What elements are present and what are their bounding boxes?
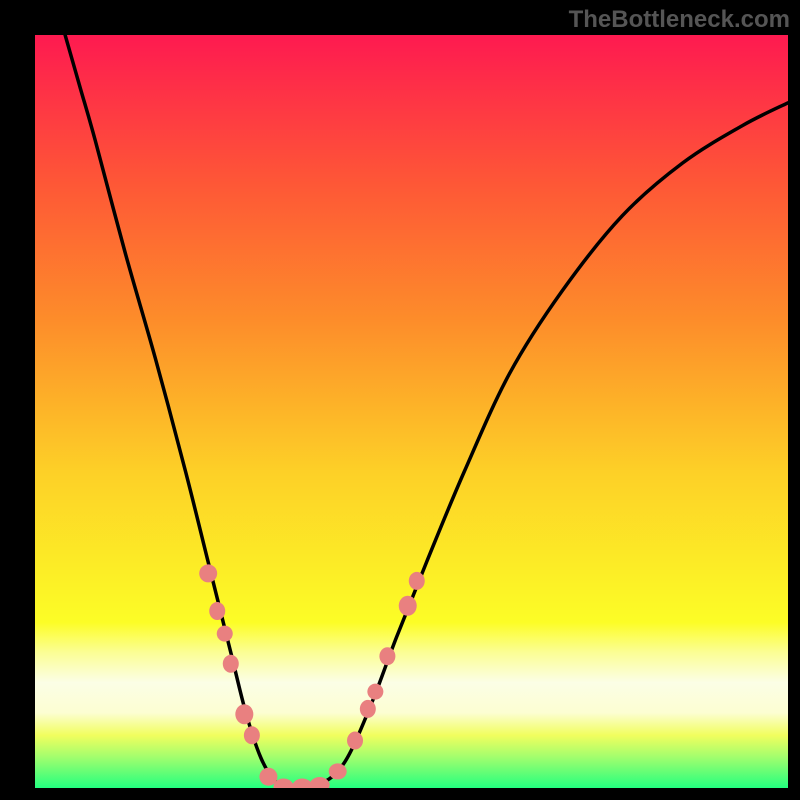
marker-point [367,684,383,700]
marker-point [223,655,239,673]
watermark-text: TheBottleneck.com [569,6,790,34]
marker-point [199,564,217,582]
marker-point [347,732,363,750]
chart-container: TheBottleneck.com [0,0,800,800]
marker-point [379,647,395,665]
marker-point [409,572,425,590]
gradient-background [35,35,788,788]
marker-point [360,700,376,718]
marker-point [209,602,225,620]
marker-point [244,726,260,744]
plot-svg [35,35,788,788]
marker-point [217,626,233,642]
marker-point [329,763,347,779]
marker-point [235,704,253,724]
plot-area [35,35,788,788]
marker-point [399,596,417,616]
